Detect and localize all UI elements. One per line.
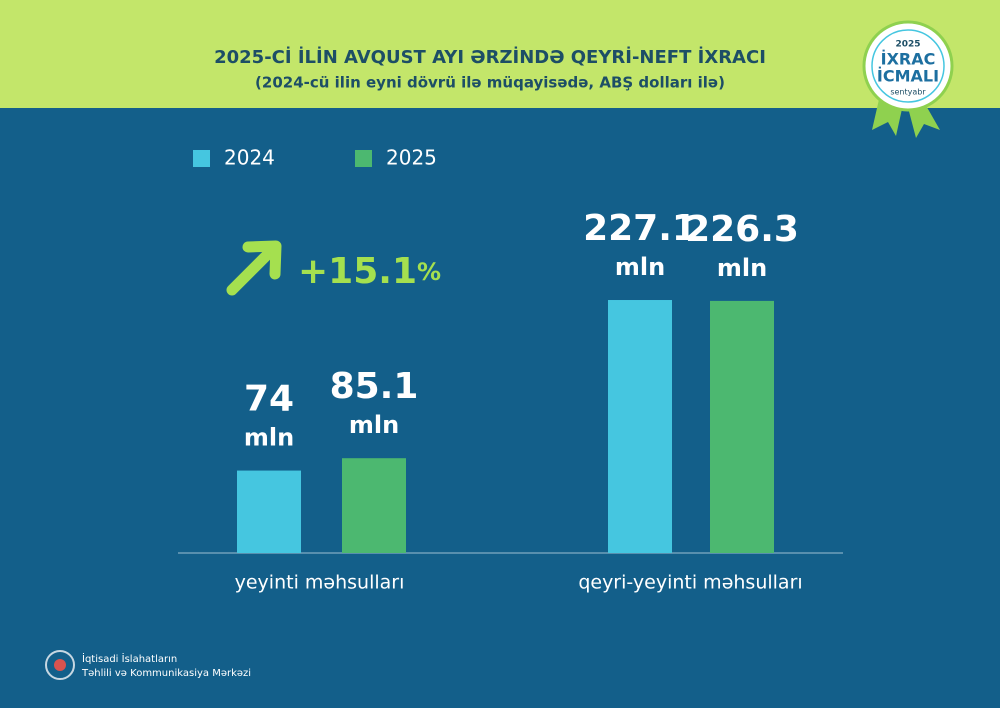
footer-line2: Təhlili və Kommunikasiya Mərkəzi (81, 668, 251, 679)
value-label: 226.3 (685, 209, 799, 250)
bar (608, 300, 672, 553)
badge-line2: İCMALI (877, 67, 939, 86)
growth-unit: % (417, 258, 441, 286)
chart-title: 2025-Cİ İLİN AVQUST AYI ƏRZİNDƏ QEYRİ-NE… (214, 46, 766, 68)
badge-line1: İXRAC (881, 50, 936, 69)
value-label: 85.1 (330, 366, 419, 407)
badge-month: sentyabr (890, 88, 926, 97)
value-label: 227.1 (583, 208, 697, 249)
legend-swatch (355, 150, 372, 167)
value-unit: mln (717, 254, 767, 282)
chart-subtitle: (2024-cü ilin eyni dövrü ilə müqayisədə,… (255, 74, 725, 92)
value-unit: mln (615, 253, 665, 281)
growth-value: +15.1 (298, 251, 417, 292)
legend-label: 2025 (386, 146, 437, 170)
footer-line1: İqtisadi İslahatların (82, 652, 177, 665)
legend-label: 2024 (224, 146, 275, 170)
growth-arrow (226, 240, 282, 296)
x-tick-label: qeyri-yeyinti məhsulları (578, 572, 802, 594)
badge-year: 2025 (895, 40, 920, 50)
footer-logo (45, 650, 75, 680)
bar (710, 300, 774, 553)
legend-swatch (193, 150, 210, 167)
badge: 2025 İXRAC İCMALI sentyabr (862, 20, 954, 138)
bar (237, 470, 301, 553)
bar (342, 458, 406, 553)
value-unit: mln (244, 424, 294, 452)
growth-label: +15.1% (298, 251, 441, 292)
header-band (0, 0, 1000, 108)
value-unit: mln (349, 411, 399, 439)
value-label: 74 (244, 379, 294, 420)
x-tick-label: yeyinti məhsulları (235, 572, 405, 594)
